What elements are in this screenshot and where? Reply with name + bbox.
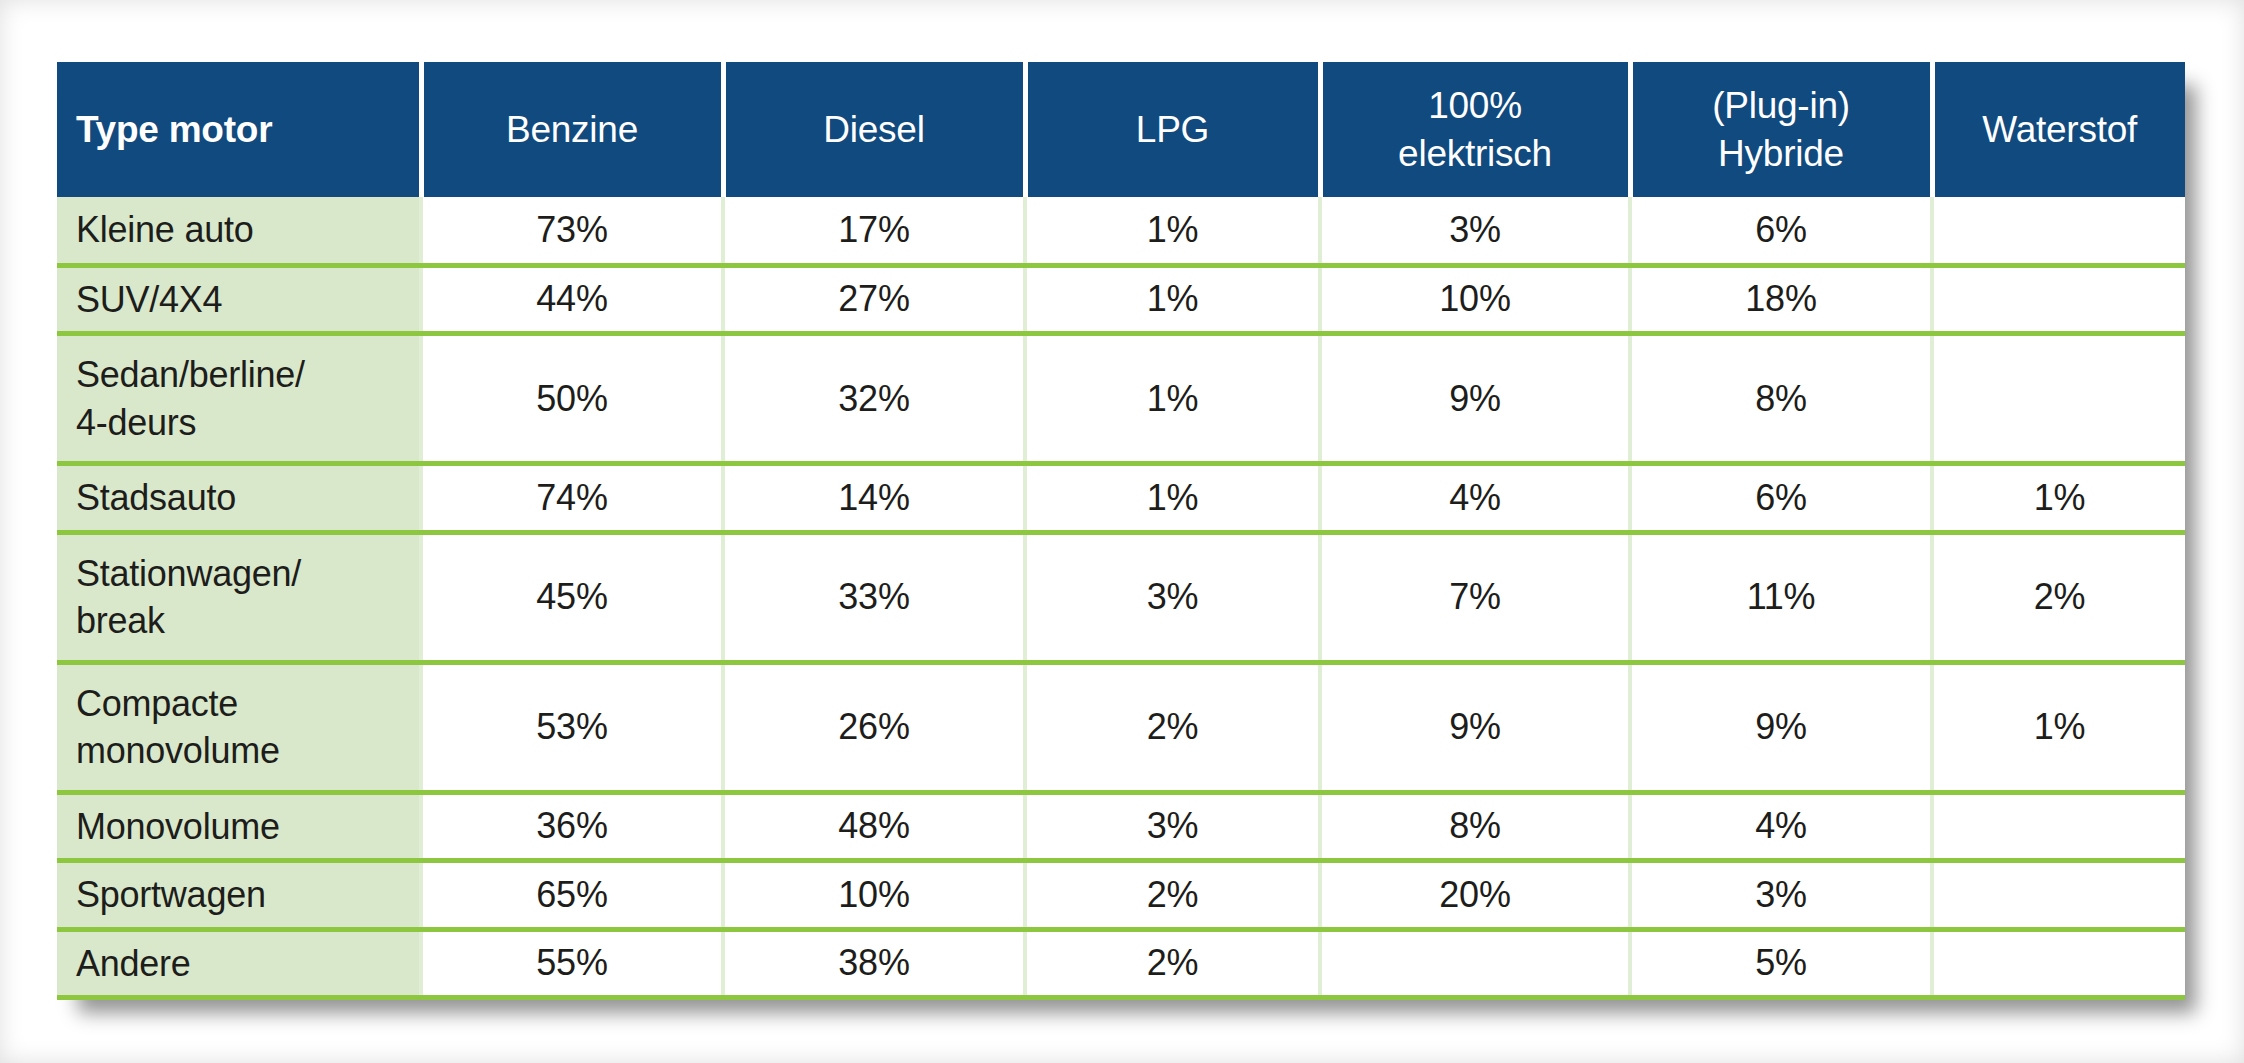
cell-value: 38% <box>723 929 1025 998</box>
cell-value: 8% <box>1320 792 1630 861</box>
cell-value: 10% <box>1320 265 1630 334</box>
cell-value: 3% <box>1320 197 1630 265</box>
cell-value: 9% <box>1320 334 1630 464</box>
cell-value <box>1932 197 2185 265</box>
table-row-stationwagen-break: Stationwagen/ break 45% 33% 3% 7% 11% 2% <box>57 532 2185 662</box>
column-header-benzine: Benzine <box>421 62 723 197</box>
cell-value <box>1932 792 2185 861</box>
cell-value: 2% <box>1025 861 1320 930</box>
table-body: Kleine auto 73% 17% 1% 3% 6% SUV/4X4 44%… <box>57 197 2185 998</box>
cell-value: 18% <box>1630 265 1932 334</box>
cell-value: 2% <box>1025 662 1320 792</box>
cell-value: 73% <box>421 197 723 265</box>
column-header-hybride: (Plug-in) Hybride <box>1630 62 1932 197</box>
table-row-stadsauto: Stadsauto 74% 14% 1% 4% 6% 1% <box>57 464 2185 533</box>
cell-value: 32% <box>723 334 1025 464</box>
table-row-sportwagen: Sportwagen 65% 10% 2% 20% 3% <box>57 861 2185 930</box>
table-row-kleine-auto: Kleine auto 73% 17% 1% 3% 6% <box>57 197 2185 265</box>
cell-value: 50% <box>421 334 723 464</box>
column-header-type-motor: Type motor <box>57 62 421 197</box>
cell-value: 53% <box>421 662 723 792</box>
cell-value: 74% <box>421 464 723 533</box>
cell-value <box>1932 929 2185 998</box>
row-label: SUV/4X4 <box>57 265 421 334</box>
cell-value <box>1932 334 2185 464</box>
row-label: Kleine auto <box>57 197 421 265</box>
cell-value: 17% <box>723 197 1025 265</box>
column-header-lpg: LPG <box>1025 62 1320 197</box>
cell-value: 36% <box>421 792 723 861</box>
cell-value: 1% <box>1932 464 2185 533</box>
cell-value: 44% <box>421 265 723 334</box>
cell-value: 8% <box>1630 334 1932 464</box>
cell-value <box>1932 861 2185 930</box>
column-header-elektrisch: 100% elektrisch <box>1320 62 1630 197</box>
cell-value: 11% <box>1630 532 1932 662</box>
cell-value: 4% <box>1320 464 1630 533</box>
table-header: Type motor Benzine Diesel LPG 100% elekt… <box>57 62 2185 197</box>
cell-value: 55% <box>421 929 723 998</box>
header-row: Type motor Benzine Diesel LPG 100% elekt… <box>57 62 2185 197</box>
table-row-suv-4x4: SUV/4X4 44% 27% 1% 10% 18% <box>57 265 2185 334</box>
column-header-diesel: Diesel <box>723 62 1025 197</box>
cell-value: 4% <box>1630 792 1932 861</box>
cell-value <box>1320 929 1630 998</box>
row-label: Sportwagen <box>57 861 421 930</box>
motor-type-table: Type motor Benzine Diesel LPG 100% elekt… <box>57 62 2185 1000</box>
row-label: Sedan/berline/ 4-deurs <box>57 334 421 464</box>
cell-value: 9% <box>1320 662 1630 792</box>
cell-value: 2% <box>1932 532 2185 662</box>
cell-value: 10% <box>723 861 1025 930</box>
cell-value: 3% <box>1630 861 1932 930</box>
table-row-andere: Andere 55% 38% 2% 5% <box>57 929 2185 998</box>
cell-value: 6% <box>1630 197 1932 265</box>
row-label: Compacte monovolume <box>57 662 421 792</box>
row-label: Andere <box>57 929 421 998</box>
cell-value: 1% <box>1025 265 1320 334</box>
cell-value: 1% <box>1932 662 2185 792</box>
cell-value: 7% <box>1320 532 1630 662</box>
row-label: Stationwagen/ break <box>57 532 421 662</box>
cell-value: 9% <box>1630 662 1932 792</box>
report-page: Type motor Benzine Diesel LPG 100% elekt… <box>0 0 2244 1063</box>
cell-value: 14% <box>723 464 1025 533</box>
table-row-compacte-monovolume: Compacte monovolume 53% 26% 2% 9% 9% 1% <box>57 662 2185 792</box>
cell-value <box>1932 265 2185 334</box>
cell-value: 48% <box>723 792 1025 861</box>
cell-value: 5% <box>1630 929 1932 998</box>
row-label: Stadsauto <box>57 464 421 533</box>
cell-value: 27% <box>723 265 1025 334</box>
motor-type-table-container: Type motor Benzine Diesel LPG 100% elekt… <box>57 62 2185 1000</box>
column-header-waterstof: Waterstof <box>1932 62 2185 197</box>
cell-value: 2% <box>1025 929 1320 998</box>
cell-value: 3% <box>1025 792 1320 861</box>
table-row-sedan-berline: Sedan/berline/ 4-deurs 50% 32% 1% 9% 8% <box>57 334 2185 464</box>
row-label: Monovolume <box>57 792 421 861</box>
cell-value: 6% <box>1630 464 1932 533</box>
cell-value: 65% <box>421 861 723 930</box>
cell-value: 3% <box>1025 532 1320 662</box>
cell-value: 1% <box>1025 334 1320 464</box>
cell-value: 1% <box>1025 197 1320 265</box>
cell-value: 45% <box>421 532 723 662</box>
table-row-monovolume: Monovolume 36% 48% 3% 8% 4% <box>57 792 2185 861</box>
cell-value: 26% <box>723 662 1025 792</box>
cell-value: 20% <box>1320 861 1630 930</box>
cell-value: 1% <box>1025 464 1320 533</box>
cell-value: 33% <box>723 532 1025 662</box>
